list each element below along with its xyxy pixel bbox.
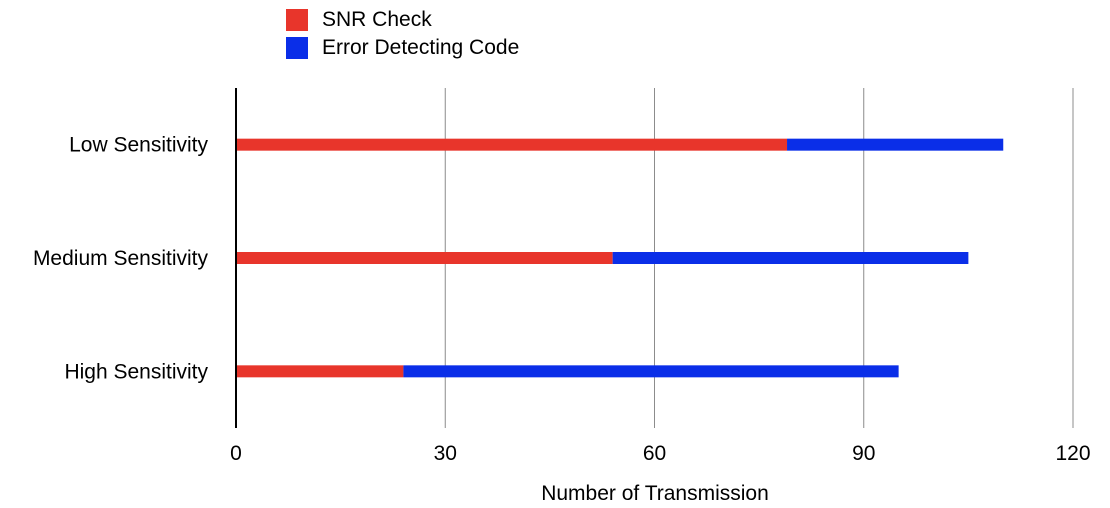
- bar-low-sensitivity-snr-check: [236, 138, 788, 151]
- legend-item-error-detecting-code: Error Detecting Code: [286, 34, 519, 62]
- category-label-medium-sensitivity: Medium Sensitivity: [33, 247, 209, 270]
- x-axis-title: Number of Transmission: [541, 482, 769, 505]
- bar-high-sensitivity-error-detecting-code: [403, 365, 899, 378]
- bar-medium-sensitivity-snr-check: [236, 252, 613, 264]
- legend-swatch-error-detecting-code: [286, 37, 308, 59]
- bar-low-sensitivity-error-detecting-code: [787, 138, 1004, 151]
- bar-medium-sensitivity-error-detecting-code: [612, 252, 969, 264]
- x-tick-label-120: 120: [1055, 442, 1090, 465]
- x-tick-label-30: 30: [434, 442, 457, 465]
- bars: [236, 138, 1004, 378]
- category-label-high-sensitivity: High Sensitivity: [64, 360, 208, 383]
- legend-item-snr-check: SNR Check: [286, 6, 519, 34]
- legend-label-error-detecting-code: Error Detecting Code: [322, 36, 520, 59]
- x-tick-label-60: 60: [643, 442, 666, 465]
- legend-label-snr-check: SNR Check: [322, 8, 432, 31]
- legend-swatch-snr-check: [286, 9, 308, 31]
- bar-high-sensitivity-snr-check: [236, 365, 404, 378]
- category-labels: Low Sensitivity Medium Sensitivity High Se…: [33, 134, 209, 384]
- x-tick-label-90: 90: [852, 442, 875, 465]
- x-tick-label-0: 0: [230, 442, 242, 465]
- category-label-low-sensitivity: Low Sensitivity: [69, 134, 208, 157]
- x-tick-labels: 0 30 60 90 120: [230, 442, 1090, 465]
- legend: SNR Check Error Detecting Code: [286, 6, 519, 62]
